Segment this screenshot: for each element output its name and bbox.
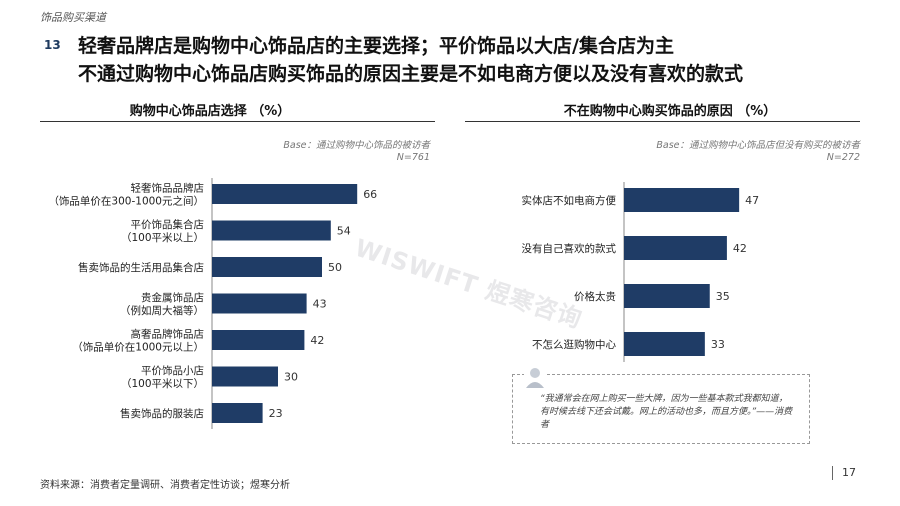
right-title-rule: [465, 121, 860, 122]
left-value-label: 54: [337, 225, 351, 238]
left-category-label: （100平米以下）: [121, 377, 204, 390]
right-bar-chart: 47 实体店不如电商方便 42 没有自己喜欢的款式 35 价格太贵 33 不怎么逛购物中心: [522, 182, 759, 362]
right-category-label: 没有自己喜欢的款式: [522, 242, 617, 255]
left-bar-chart: 66轻奢饰品品牌店（饰品单价在300-1000元之间）54平价饰品集合店（100…: [48, 178, 377, 429]
title-line-1: 轻奢品牌店是购物中心饰品店的主要选择；平价饰品以大店/集合店为主: [78, 35, 674, 57]
left-category-label: 贵金属饰品店: [141, 291, 204, 304]
left-bar: [212, 257, 322, 277]
left-value-label: 50: [328, 261, 342, 274]
right-value-label: 33: [711, 338, 725, 351]
left-bar: [212, 220, 331, 241]
right-bar: [624, 188, 740, 212]
right-bar: [624, 284, 710, 308]
left-category-label: 轻奢饰品品牌店: [131, 182, 205, 195]
right-value-label: 35: [716, 290, 730, 303]
source-note: 资料来源：消费者定量调研、消费者定性访谈；煜寒分析: [40, 480, 290, 491]
left-category-label: （例如周大福等）: [120, 304, 204, 317]
right-base-note: Base：通过购物中心饰品店但没有购买的被访者 N=272: [555, 140, 860, 164]
left-category-label: 高奢品牌饰品店: [131, 328, 205, 341]
left-value-label: 43: [313, 298, 327, 311]
left-category-label: 售卖饰品的服装店: [120, 407, 204, 420]
slide-number-badge: 13: [44, 38, 61, 52]
left-bar: [212, 330, 305, 350]
left-chart-title: 购物中心饰品店选择 （%）: [129, 104, 291, 119]
left-category-label: （饰品单价在300-1000元之间）: [48, 195, 204, 208]
page-number: 17: [842, 466, 856, 479]
right-chart-title: 不在购物中心购买饰品的原因 （%）: [563, 104, 777, 119]
right-category-label: 实体店不如电商方便: [522, 194, 617, 207]
quote-box: [512, 374, 810, 444]
person-icon: [524, 365, 546, 389]
left-sample-size: N=761: [396, 152, 430, 163]
left-value-label: 66: [363, 188, 377, 201]
left-value-label: 42: [310, 334, 324, 347]
title-line-2: 不通过购物中心饰品店购买饰品的原因主要是不如电商方便以及没有喜欢的款式: [78, 63, 744, 85]
left-base-text: Base：通过购物中心饰品的被访者: [283, 140, 430, 151]
left-value-label: 30: [284, 371, 298, 384]
left-category-label: 售卖饰品的生活用品集合店: [78, 261, 204, 274]
footer-divider: [832, 466, 833, 480]
right-base-text: Base：通过购物中心饰品店但没有购买的被访者: [656, 140, 860, 151]
consumer-quote: “我通常会在网上购买一些大牌，因为一些基本款式我都知道，有时候去线下还会试戴。网…: [540, 394, 793, 430]
right-bar: [624, 236, 727, 260]
right-sample-size: N=272: [826, 152, 860, 163]
left-title-rule: [40, 121, 435, 122]
section-label: 饰品购买渠道: [40, 11, 106, 24]
left-category-label: 平价饰品小店: [141, 364, 204, 377]
right-value-label: 42: [733, 242, 747, 255]
left-category-label: （饰品单价在1000元以上）: [72, 341, 204, 354]
page-title: 轻奢品牌店是购物中心饰品店的主要选择；平价饰品以大店/集合店为主 不通过购物中心…: [78, 32, 743, 88]
left-bar: [212, 403, 263, 423]
left-bar: [212, 293, 307, 314]
left-category-label: （100平米以上）: [121, 231, 204, 244]
left-bar: [212, 184, 358, 204]
right-category-label: 价格太贵: [574, 290, 616, 303]
left-bar: [212, 366, 278, 387]
right-value-label: 47: [745, 194, 759, 207]
right-category-label: 不怎么逛购物中心: [532, 338, 616, 351]
left-value-label: 23: [269, 407, 283, 420]
left-category-label: 平价饰品集合店: [131, 218, 205, 231]
left-base-note: Base：通过购物中心饰品的被访者 N=761: [180, 140, 430, 164]
right-bar: [624, 332, 705, 356]
